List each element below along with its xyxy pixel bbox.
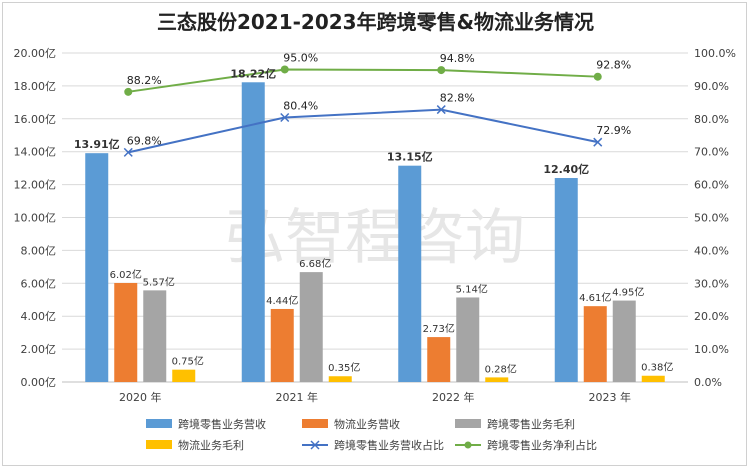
right-tick-label: 0.0%	[694, 376, 722, 389]
right-tick-label: 30.0%	[694, 277, 729, 290]
bar-data-label: 4.95亿	[612, 286, 644, 299]
left-tick-label: 0.00亿	[21, 376, 57, 389]
x-category-label: 2022 年	[432, 390, 475, 404]
bar-data-label: 6.68亿	[299, 257, 331, 270]
right-tick-label: 20.0%	[694, 310, 729, 323]
left-tick-label: 18.00亿	[14, 80, 57, 93]
line-marks	[123, 65, 603, 157]
legend-label: 跨境零售业务毛利	[487, 417, 575, 431]
right-tick-label: 100.0%	[694, 47, 736, 60]
bar	[485, 377, 509, 382]
legend-label: 物流业务毛利	[178, 438, 244, 452]
bar-data-label: 18.22亿	[230, 66, 276, 80]
line-data-label: 92.8%	[596, 59, 631, 72]
bar-data-label: 2.73亿	[423, 322, 455, 335]
bar-data-label: 5.57亿	[143, 275, 175, 288]
line-point	[437, 66, 446, 75]
bar	[143, 290, 167, 382]
line-point	[123, 147, 133, 157]
line-data-label: 69.8%	[127, 134, 162, 147]
line-data-label: 82.8%	[440, 92, 475, 105]
line-data-label: 80.4%	[283, 99, 318, 112]
line-point	[124, 87, 133, 96]
bar-data-label: 0.28亿	[485, 362, 517, 375]
data-labels: 13.91亿 18.22亿 13.15亿 12.40亿 6.02亿 4.44亿 2.73亿 4…	[74, 51, 674, 375]
bar	[554, 178, 578, 382]
bar	[85, 153, 109, 382]
bar	[172, 369, 196, 382]
left-tick-label: 10.00亿	[14, 212, 57, 225]
x-category-label: 2020 年	[119, 390, 162, 404]
line-point	[436, 105, 446, 115]
left-tick-label: 2.00亿	[21, 343, 57, 356]
chart-title: 三态股份2021-2023年跨境零售&物流业务情况	[156, 10, 595, 34]
legend-label: 物流业务营收	[334, 417, 400, 431]
line-point	[280, 112, 290, 123]
legend-marker	[310, 440, 320, 450]
bar-data-label: 0.38亿	[641, 361, 673, 374]
line-point	[593, 72, 602, 81]
bar	[270, 308, 294, 382]
right-tick-label: 40.0%	[694, 244, 729, 257]
line-data-label: 72.9%	[596, 124, 631, 137]
legend-swatch	[146, 440, 172, 449]
legend-swatch	[455, 419, 481, 428]
right-tick-label: 60.0%	[694, 179, 729, 192]
line-data-label: 88.2%	[127, 74, 162, 87]
left-tick-label: 12.00亿	[14, 179, 57, 192]
bar-data-label: 13.15亿	[387, 150, 433, 164]
legend-swatch	[302, 419, 328, 428]
line-data-label: 95.0%	[283, 51, 318, 64]
bar-data-label: 0.35亿	[328, 361, 360, 374]
bar-data-label: 4.44亿	[266, 294, 298, 307]
bar-data-label: 13.91亿	[74, 137, 120, 151]
bar-data-label: 12.40亿	[543, 162, 589, 176]
legend-label: 跨境零售业务营收	[178, 417, 266, 431]
bar	[427, 337, 451, 382]
right-tick-label: 50.0%	[694, 212, 729, 225]
legend-label: 跨境零售业务净利占比	[487, 438, 597, 452]
bar-data-label: 0.75亿	[172, 355, 204, 368]
series-line	[128, 108, 598, 154]
bar	[612, 300, 636, 382]
right-tick-label: 80.0%	[694, 113, 729, 126]
bar-data-label: 5.14亿	[456, 282, 488, 295]
axis-labels: 0.00亿 0.0% 2.00亿 10.0% 4.00亿 20.0% 6.00亿 30.0% 8…	[14, 47, 736, 404]
bar	[241, 82, 265, 382]
chart-frame	[2, 2, 747, 466]
line-point	[593, 137, 603, 147]
bar	[456, 297, 480, 382]
bar	[299, 272, 323, 382]
bar-data-label: 4.61亿	[579, 291, 611, 304]
bar	[583, 306, 607, 382]
bar	[114, 282, 138, 382]
legend-label: 跨境零售业务营收占比	[334, 438, 444, 452]
line-data-label: 94.8%	[440, 52, 475, 65]
left-tick-label: 4.00亿	[21, 310, 57, 323]
left-tick-label: 6.00亿	[21, 277, 57, 290]
watermark-text: 弘智程咨询	[225, 203, 525, 273]
bar-marks	[85, 82, 665, 382]
right-tick-label: 90.0%	[694, 80, 729, 93]
right-tick-label: 10.0%	[694, 343, 729, 356]
right-tick-label: 70.0%	[694, 146, 729, 159]
line-point	[280, 65, 289, 74]
left-tick-label: 16.00亿	[14, 113, 57, 126]
left-tick-label: 14.00亿	[14, 146, 57, 159]
left-tick-label: 8.00亿	[21, 244, 57, 257]
legend-marker	[464, 441, 472, 449]
x-category-label: 2021 年	[276, 390, 319, 404]
left-tick-label: 20.00亿	[14, 47, 57, 60]
bar	[398, 165, 422, 382]
x-category-label: 2023 年	[589, 390, 632, 404]
bar	[641, 375, 665, 382]
series-line	[128, 68, 598, 93]
legend-swatch	[146, 419, 172, 428]
bar	[328, 376, 352, 382]
bar-data-label: 6.02亿	[110, 268, 142, 281]
